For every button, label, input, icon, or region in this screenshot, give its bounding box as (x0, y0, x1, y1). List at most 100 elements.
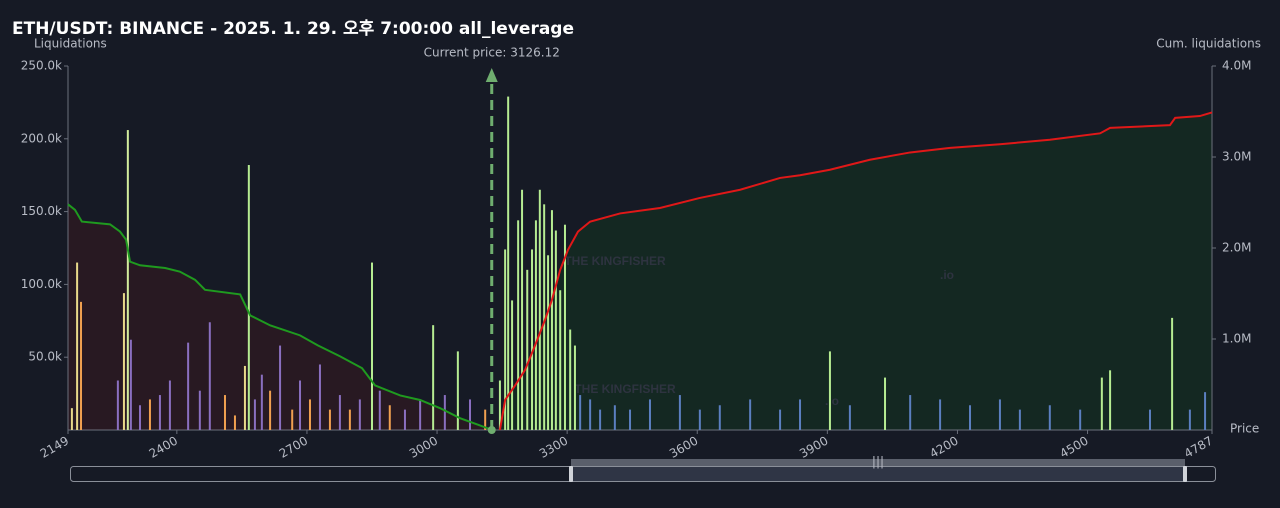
bar (718, 405, 721, 430)
bar (456, 351, 459, 430)
bar (799, 399, 802, 430)
watermark: THE KINGFISHER (564, 254, 666, 268)
bar (299, 380, 302, 430)
bar (1109, 370, 1112, 430)
bar (526, 269, 529, 430)
bar (613, 405, 616, 430)
bar (678, 395, 681, 430)
bar (531, 249, 534, 430)
bar (403, 409, 406, 430)
bar (338, 395, 341, 430)
bar (318, 364, 321, 430)
bar (498, 380, 501, 430)
bar (308, 399, 311, 430)
slider-window[interactable] (571, 467, 1185, 481)
bar (138, 405, 141, 430)
bar (358, 399, 361, 430)
cumulative-line (498, 111, 1213, 431)
bar (348, 409, 351, 430)
bar (579, 395, 582, 430)
bar (116, 380, 119, 430)
bar (129, 339, 132, 430)
y2-tick-label: 1.0M (1222, 332, 1251, 346)
bar (328, 409, 331, 430)
bar (698, 409, 701, 430)
bar (749, 399, 752, 430)
bar (388, 405, 391, 430)
bar (370, 262, 373, 430)
bar (939, 399, 942, 430)
y2-axis-label: Cum. liquidations (1156, 37, 1261, 51)
y-tick-label: 50.0k (28, 350, 62, 364)
y2-tick-label: 2.0M (1222, 241, 1251, 255)
bar (517, 220, 520, 430)
bar (599, 409, 602, 430)
bar (828, 351, 831, 430)
bar (443, 395, 446, 430)
bar (168, 380, 171, 430)
bar (1204, 392, 1207, 430)
current-price-label: Current price: 3126.12 (424, 46, 560, 60)
bar (198, 390, 201, 430)
bar (507, 96, 510, 431)
bar (998, 399, 1001, 430)
cumulative-line (67, 203, 493, 431)
arrow-head (485, 68, 498, 82)
bar (779, 409, 782, 430)
bar (1079, 409, 1082, 430)
y2-tick-label: 3.0M (1222, 150, 1251, 164)
bar (559, 290, 562, 430)
bar (187, 342, 190, 430)
bar (547, 255, 550, 430)
bar (534, 220, 537, 430)
bar (569, 329, 572, 430)
bar (243, 365, 246, 430)
watermark: THE KINGFISHER (574, 382, 676, 396)
watermark-suffix: .io (825, 394, 839, 408)
slider-handle[interactable] (1183, 466, 1187, 482)
bar (148, 399, 151, 430)
bar (909, 395, 912, 430)
current-price-dot (487, 426, 496, 434)
slider-track[interactable] (70, 466, 1216, 482)
bar (543, 204, 546, 430)
bar (419, 399, 422, 430)
bar (1048, 405, 1051, 430)
bar (233, 415, 236, 430)
bar (432, 325, 435, 430)
slider-grip[interactable]: ||| (872, 455, 884, 469)
y-tick-label: 250.0k (21, 59, 62, 73)
bar (573, 345, 576, 430)
bar (1188, 409, 1191, 430)
y-axis-label: Liquidations (34, 37, 107, 51)
bar (269, 390, 272, 430)
bar (848, 405, 851, 430)
y-tick-label: 100.0k (21, 277, 62, 291)
bar (969, 405, 972, 430)
y-tick-label: 150.0k (21, 204, 62, 218)
bar (629, 409, 632, 430)
area-fill (499, 112, 1212, 430)
bar (563, 224, 566, 430)
x-axis-label: Price (1230, 422, 1259, 436)
bar (554, 230, 557, 430)
bar (648, 399, 651, 430)
bar (126, 130, 129, 430)
y-tick-label: 200.0k (21, 131, 62, 145)
bar (247, 165, 250, 430)
bar (253, 399, 256, 430)
bar (484, 409, 487, 430)
slider-handle[interactable] (569, 466, 573, 482)
bar (469, 399, 472, 430)
y2-tick-label: 4.0M (1222, 59, 1251, 73)
bar (589, 399, 592, 430)
bar (538, 189, 541, 430)
bar (122, 293, 125, 430)
area-fill (68, 204, 493, 430)
slider-bar[interactable] (571, 459, 1185, 466)
bar (76, 262, 79, 430)
bar (208, 322, 211, 430)
bar (511, 300, 514, 430)
bar (504, 249, 507, 430)
bar (223, 395, 226, 430)
